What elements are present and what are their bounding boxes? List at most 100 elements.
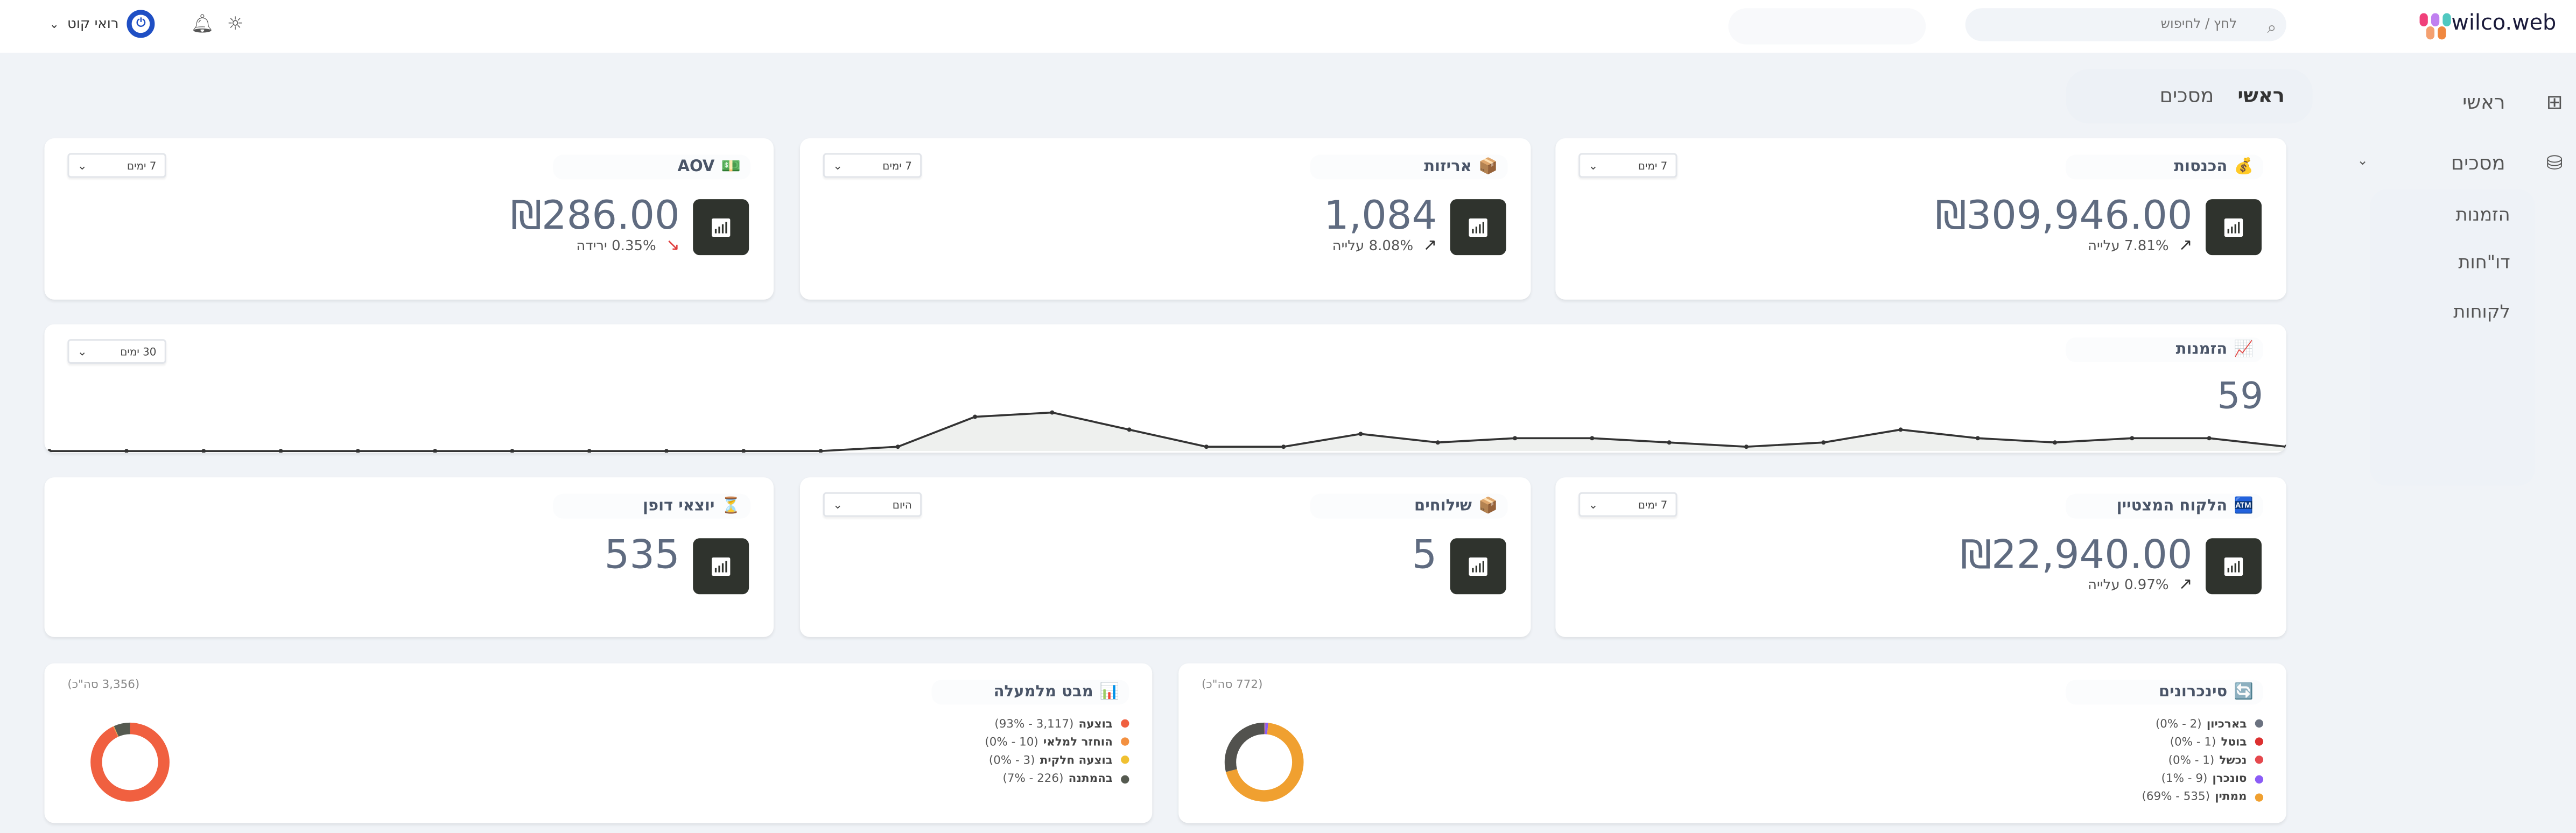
sidebar-subitem-orders[interactable]: הזמנות: [2455, 204, 2510, 226]
legend-dot: [1121, 774, 1129, 783]
user-menu[interactable]: ⌄ רואי קוט ⏻: [50, 10, 155, 38]
legend-item[interactable]: בוטל (1 - 0%): [2142, 733, 2264, 751]
chart-point[interactable]: [278, 449, 283, 453]
tabs: ראשי מסכים: [2066, 69, 2313, 124]
chart-point[interactable]: [587, 449, 592, 453]
chevron-down-icon[interactable]: ⌄: [2357, 153, 2368, 168]
submenu-panel: [2370, 189, 2535, 486]
chart-point[interactable]: [741, 449, 746, 453]
legend-detail: (1 - 0%): [2168, 753, 2215, 767]
funnel-donut: [90, 722, 170, 802]
sidebar-item-home[interactable]: ראשי: [2462, 90, 2505, 114]
range-dropdown[interactable]: 7 ימים ⌄: [1578, 492, 1677, 517]
donut-slice[interactable]: [90, 722, 170, 802]
card-title: מבט מלמעלה: [993, 683, 1093, 702]
legend-item[interactable]: בהמתנה (226 - 7%): [985, 770, 1129, 788]
chart-point[interactable]: [201, 449, 206, 453]
sidebar-item-screens[interactable]: מסכים: [2451, 151, 2505, 175]
legend-item[interactable]: בוצעה חלקית (3 - 0%): [985, 751, 1129, 770]
chart-point[interactable]: [818, 449, 823, 453]
range-dropdown[interactable]: 7 ימים ⌄: [1578, 153, 1677, 178]
legend-detail: (1 - 0%): [2170, 735, 2216, 749]
legend-detail: (226 - 7%): [1002, 772, 1064, 786]
trend-down-icon: ↘: [666, 237, 680, 256]
logo-text[interactable]: wilco.web: [2451, 11, 2557, 37]
sync-donut: [1224, 722, 1304, 802]
tab-home[interactable]: ראשי: [2237, 84, 2285, 107]
top-customer-card: 🏧 הלקוח המצטיין 7 ימים ⌄ 📶︎ ₪22,940.00 ↗ 0.…: [1555, 477, 2286, 637]
chart-point[interactable]: [355, 449, 360, 453]
bar-chart-icon: 📶︎: [693, 199, 749, 256]
hourglass-icon: ⏳: [721, 497, 741, 516]
card-title: סינכרונים: [2158, 683, 2228, 702]
chart-point[interactable]: [1204, 444, 1209, 449]
card-title: הזמנות: [2175, 341, 2228, 359]
chart-point[interactable]: [1513, 436, 1518, 441]
chart-up-icon: 📈: [2234, 341, 2254, 359]
legend-label: בוטל: [2221, 735, 2247, 749]
sidebar-subitem-reports[interactable]: דו"חות: [2458, 252, 2510, 273]
chart-point[interactable]: [1435, 440, 1440, 445]
chart-point[interactable]: [1744, 444, 1749, 449]
change-text: 0.97% עלייה: [2088, 577, 2169, 594]
chart-point[interactable]: [1590, 436, 1595, 441]
chevron-down-icon: ⌄: [77, 344, 87, 358]
chart-point[interactable]: [1127, 427, 1132, 432]
donut-slice[interactable]: [1224, 722, 1304, 802]
legend-item[interactable]: הוחזר למלאי (10 - 0%): [985, 733, 1129, 751]
chart-point[interactable]: [1358, 432, 1363, 436]
legend-label: ממתין: [2215, 790, 2247, 804]
chart-point[interactable]: [1281, 444, 1286, 449]
chart-point[interactable]: [1898, 427, 1903, 432]
legend-dot: [1121, 719, 1129, 728]
legend-dot: [2255, 719, 2264, 728]
chart-point[interactable]: [2207, 436, 2212, 441]
chart-point[interactable]: [664, 449, 669, 453]
legend-item[interactable]: בוצעה (3,117 - 93%): [985, 715, 1129, 733]
chart-point[interactable]: [47, 449, 52, 453]
range-dropdown[interactable]: 7 ימים ⌄: [823, 153, 922, 178]
donut-slice[interactable]: [90, 722, 170, 802]
chart-point[interactable]: [124, 449, 129, 453]
sync-card: 🔄 סינכרונים (772 סה"כ) בארכיון (2 - 0%) בוט…: [1178, 663, 2286, 823]
card-value: 1,084: [1324, 192, 1437, 239]
bar-chart-icon: 📊: [1099, 683, 1120, 702]
range-dropdown[interactable]: היום ⌄: [823, 492, 922, 517]
chart-point[interactable]: [1050, 410, 1055, 415]
bar-chart-icon: 📶︎: [693, 538, 749, 595]
legend-item[interactable]: סונכרן (9 - 1%): [2142, 770, 2264, 788]
package-icon: 📦: [1478, 497, 1498, 516]
chart-line: [49, 411, 2286, 453]
aov-card: 💵 AOV 7 ימים ⌄ 📶︎ ₪286.00 ↘ 0.35% ירידה: [44, 138, 774, 300]
chart-point[interactable]: [2053, 440, 2057, 445]
range-dropdown[interactable]: 30 ימים ⌄: [67, 339, 166, 364]
donut-slice[interactable]: [1224, 722, 1304, 802]
tab-screens[interactable]: מסכים: [2159, 84, 2214, 107]
chart-point[interactable]: [510, 449, 515, 453]
legend-item[interactable]: בארכיון (2 - 0%): [2142, 715, 2264, 733]
range-dropdown[interactable]: 7 ימים ⌄: [67, 153, 166, 178]
packages-card: 📦 אריזות 7 ימים ⌄ 📶︎ 1,084 ↗ 8.08% עלייה: [799, 138, 1531, 300]
orders-chart-card: 📈 הזמנות 30 ימים ⌄ 59: [44, 324, 2286, 453]
bell-icon[interactable]: 🔔︎: [191, 13, 214, 35]
chart-point[interactable]: [1975, 436, 1980, 441]
chart-point[interactable]: [973, 414, 978, 419]
card-title: AOV: [677, 158, 715, 177]
legend-detail: (2 - 0%): [2155, 717, 2202, 730]
legend-item[interactable]: ממתין (535 - 69%): [2142, 788, 2264, 806]
search-input[interactable]: ⌕ לחץ / לחיפוש: [1965, 8, 2286, 41]
top-bar: wilco.web ⌕ לחץ / לחיפוש ⌄ רואי קוט ⏻ 🔔︎…: [0, 0, 2576, 53]
sidebar-subitem-customers[interactable]: לקוחות: [2453, 301, 2510, 323]
chart-point[interactable]: [433, 449, 438, 453]
card-title: הלקוח המצטיין: [2116, 497, 2228, 516]
trend-up-icon: ↗: [2178, 576, 2193, 595]
legend-item[interactable]: נכשל (1 - 0%): [2142, 751, 2264, 770]
legend-dot: [1121, 738, 1129, 746]
chart-point[interactable]: [2130, 436, 2135, 441]
chart-point[interactable]: [895, 444, 900, 449]
orders-line-chart: [47, 410, 2286, 453]
chart-point[interactable]: [1821, 440, 1826, 445]
chart-point[interactable]: [1667, 440, 1672, 445]
sun-icon[interactable]: ☼: [227, 13, 244, 35]
chart-point[interactable]: [2284, 444, 2286, 449]
